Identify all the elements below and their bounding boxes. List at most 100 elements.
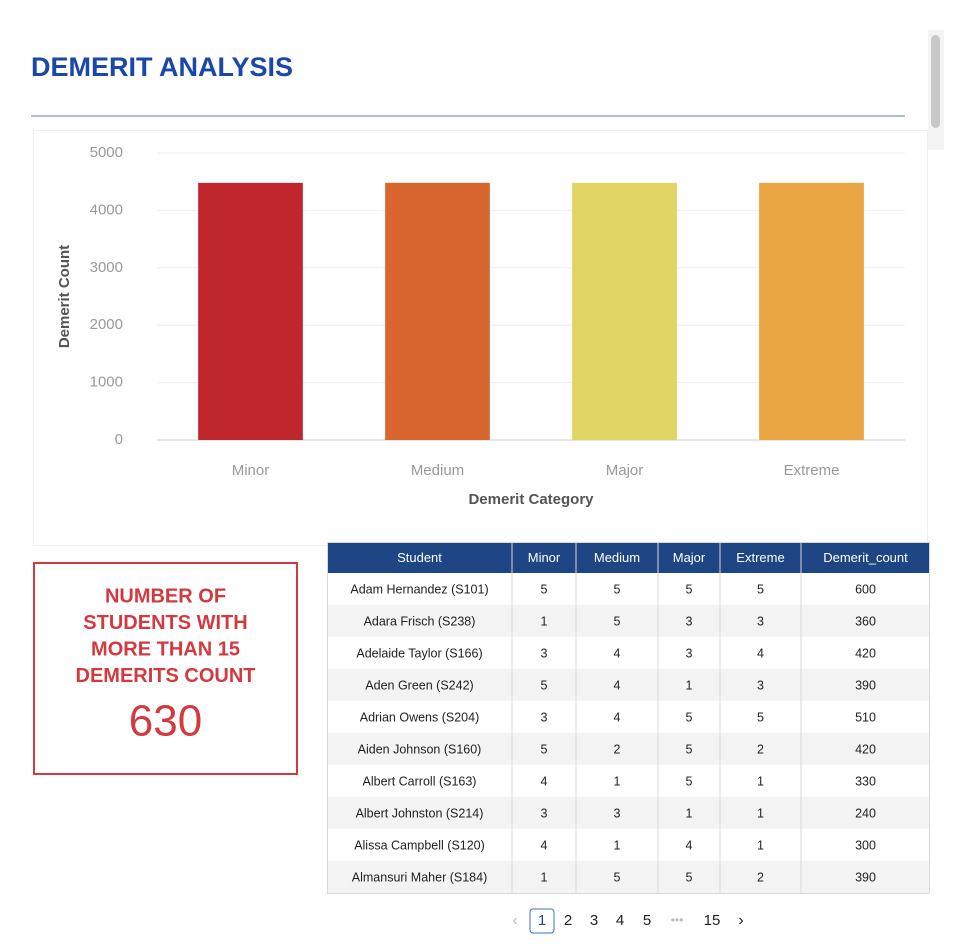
table-cell: 2 [757, 742, 764, 756]
table-cell: 5 [686, 582, 693, 596]
table-cell: 5 [541, 742, 548, 756]
table-row [327, 669, 930, 701]
table-cell: 3 [614, 806, 621, 820]
table-row [327, 605, 930, 637]
bar[interactable] [198, 182, 303, 440]
page-link[interactable]: 3 [590, 912, 598, 929]
table-header [327, 542, 930, 573]
page-ellipsis[interactable]: ••• [671, 913, 684, 927]
next-page[interactable]: › [738, 912, 743, 929]
y-tick-label: 2000 [90, 316, 123, 333]
table-cell: 5 [686, 710, 693, 724]
table-cell: 5 [686, 870, 693, 884]
table-cell: 1 [686, 806, 693, 820]
table-cell: 1 [686, 678, 693, 692]
table-cell: 600 [855, 582, 876, 596]
table-cell: 3 [757, 678, 764, 692]
bar[interactable] [759, 182, 864, 440]
table-cell: 2 [757, 870, 764, 884]
table-cell: 360 [855, 614, 876, 628]
column-header[interactable]: Major [673, 550, 706, 565]
table-cell: Albert Carroll (S163) [363, 774, 477, 788]
table-cell: 1 [614, 774, 621, 788]
table-cell: Adam Hernandez (S101) [350, 582, 488, 596]
table-cell: 1 [614, 838, 621, 852]
table-cell: 2 [614, 742, 621, 756]
table-row [327, 637, 930, 669]
table-cell: Adelaide Taylor (S166) [356, 646, 482, 660]
table-cell: 5 [614, 582, 621, 596]
x-tick-label: Medium [411, 462, 464, 479]
column-header[interactable]: Demerit_count [823, 550, 908, 565]
table-cell: Aden Green (S242) [365, 678, 473, 692]
kpi-label: DEMERITS COUNT [76, 665, 256, 687]
table-cell: 1 [757, 774, 764, 788]
kpi-label: NUMBER OF [105, 585, 226, 607]
kpi-box [33, 562, 298, 775]
page-title: DEMERIT ANALYSIS [31, 52, 293, 82]
table-cell: Almansuri Maher (S184) [352, 870, 487, 884]
page-link[interactable]: 1 [538, 912, 546, 929]
table-cell: 3 [541, 806, 548, 820]
table-cell: Albert Johnston (S214) [356, 806, 484, 820]
table-row [327, 797, 930, 829]
table-cell: 5 [757, 710, 764, 724]
x-tick-label: Major [606, 462, 644, 479]
table-cell: 240 [855, 806, 876, 820]
y-tick-label: 0 [115, 431, 123, 448]
table-cell: 510 [855, 710, 876, 724]
table-cell: Alissa Campbell (S120) [354, 838, 485, 852]
kpi-label: MORE THAN 15 [91, 638, 240, 660]
y-tick-label: 1000 [90, 374, 123, 391]
table-cell: 5 [686, 774, 693, 788]
table-cell: 420 [855, 742, 876, 756]
table-row [327, 765, 930, 797]
table-row [327, 861, 930, 893]
table-cell: 3 [541, 710, 548, 724]
table-cell: 4 [541, 838, 548, 852]
x-tick-label: Minor [232, 462, 270, 479]
table-cell: 4 [614, 646, 621, 660]
x-axis-title: Demerit Category [468, 491, 594, 508]
table-cell: 5 [614, 870, 621, 884]
page-link[interactable]: 15 [704, 912, 721, 929]
column-header[interactable]: Student [397, 550, 442, 565]
table-cell: 330 [855, 774, 876, 788]
scrollbar-thumb[interactable] [931, 35, 940, 128]
prev-page[interactable]: ‹ [512, 912, 517, 929]
table-cell: 5 [686, 742, 693, 756]
table-cell: Aiden Johnson (S160) [358, 742, 482, 756]
kpi-label: STUDENTS WITH [83, 612, 247, 634]
table-cell: 5 [541, 678, 548, 692]
table-cell: 1 [541, 614, 548, 628]
bar[interactable] [385, 182, 490, 440]
table-cell: 4 [541, 774, 548, 788]
table-cell: 3 [757, 614, 764, 628]
y-tick-label: 3000 [90, 259, 123, 276]
page-link[interactable]: 2 [564, 912, 572, 929]
table-cell: 420 [855, 646, 876, 660]
column-header[interactable]: Minor [528, 550, 561, 565]
column-header[interactable]: Medium [594, 550, 640, 565]
page-link[interactable]: 5 [643, 912, 651, 929]
table-cell: 3 [686, 614, 693, 628]
table-row [327, 829, 930, 861]
y-tick-label: 4000 [90, 201, 123, 218]
column-header[interactable]: Extreme [736, 550, 784, 565]
table-border [327, 542, 930, 894]
table-cell: 5 [614, 614, 621, 628]
table-cell: 5 [541, 582, 548, 596]
table-cell: 300 [855, 838, 876, 852]
bar[interactable] [572, 182, 677, 440]
table-row [327, 733, 930, 765]
table-cell: Adara Frisch (S238) [364, 614, 476, 628]
table-cell: 5 [757, 582, 764, 596]
table-cell: Adrian Owens (S204) [360, 710, 480, 724]
table-cell: 390 [855, 870, 876, 884]
table-cell: 1 [541, 870, 548, 884]
page-link[interactable]: 4 [616, 912, 624, 929]
kpi-value: 630 [129, 697, 202, 746]
table-cell: 4 [757, 646, 764, 660]
